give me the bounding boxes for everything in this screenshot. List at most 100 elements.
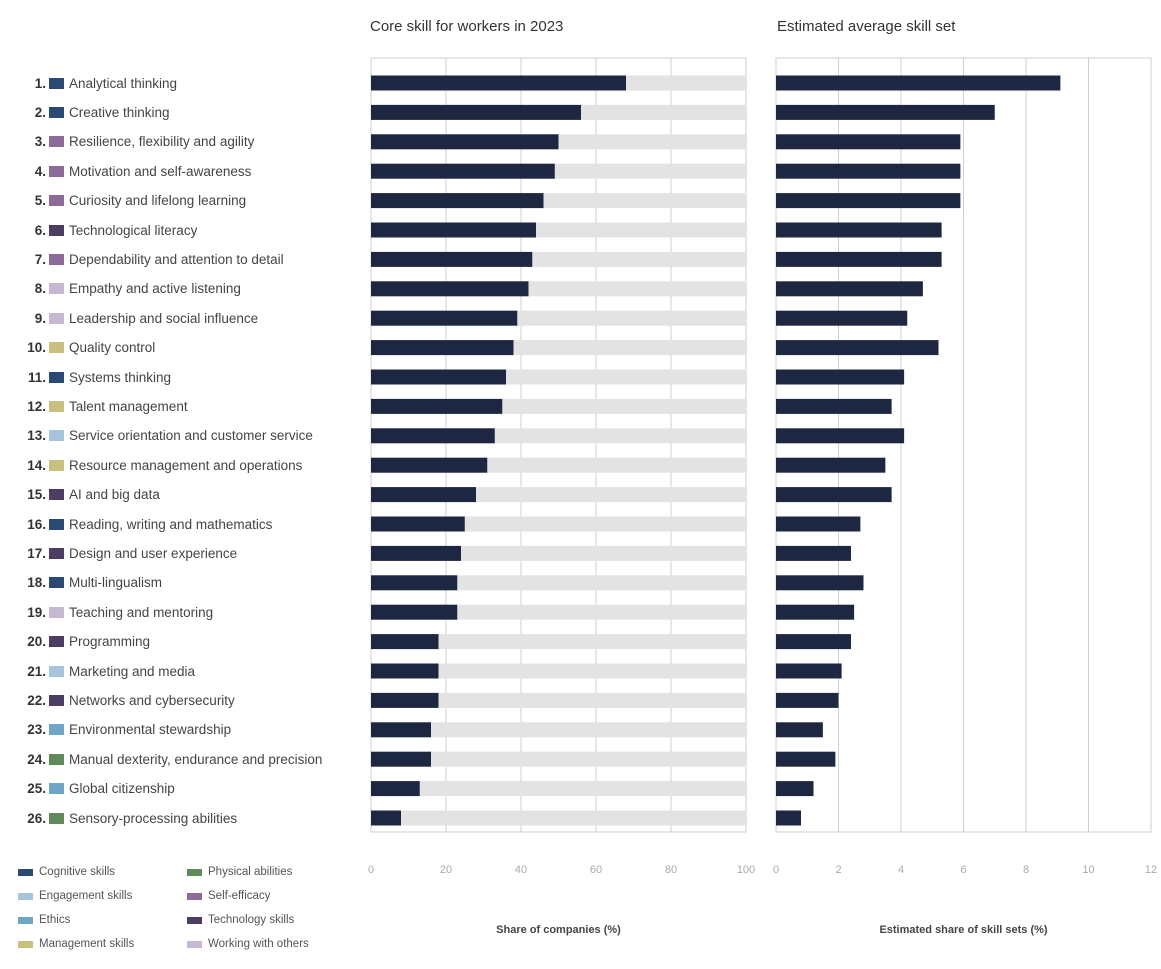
skill-label: 2. Creative thinking bbox=[20, 102, 170, 122]
skill-label: 24. Manual dexterity, endurance and preci… bbox=[20, 749, 322, 769]
skill-label: 17. Design and user experience bbox=[20, 543, 237, 563]
bar-background bbox=[371, 781, 746, 797]
skill-label: 26. Sensory-processing abilities bbox=[20, 808, 237, 828]
skill-name: Analytical thinking bbox=[69, 75, 178, 91]
skill-name: Programming bbox=[69, 634, 151, 650]
left-x-axis-title: Share of companies (%) bbox=[496, 924, 621, 936]
skill-name: Sensory-processing abilities bbox=[69, 810, 238, 826]
legend-item: Working with others bbox=[187, 938, 309, 950]
skill-rank: 4. bbox=[34, 163, 46, 179]
skill-rank: 16. bbox=[27, 516, 46, 532]
bar-core-skill bbox=[371, 428, 495, 444]
skill-name: Empathy and active listening bbox=[69, 281, 241, 297]
skill-category-swatch bbox=[49, 136, 64, 148]
skill-label: 12. Talent management bbox=[20, 396, 187, 416]
skill-category-swatch bbox=[49, 753, 64, 765]
bar-background bbox=[371, 751, 746, 767]
skill-category-swatch bbox=[49, 165, 64, 177]
bar-core-skill bbox=[371, 516, 465, 532]
bar-skill-share bbox=[776, 222, 942, 238]
bar-skill-share bbox=[776, 604, 855, 620]
bar-core-skill bbox=[371, 751, 431, 767]
skill-label: 25. Global citizenship bbox=[20, 779, 175, 799]
skill-category-swatch bbox=[49, 606, 64, 618]
skill-category-swatch bbox=[49, 106, 64, 118]
bar-skill-share bbox=[776, 575, 864, 591]
skill-label: 21. Marketing and media bbox=[20, 661, 195, 681]
x-tick-label: 12 bbox=[1145, 864, 1157, 876]
skill-label: 5. Curiosity and lifelong learning bbox=[20, 191, 246, 211]
x-tick-label: 0 bbox=[773, 864, 779, 876]
skill-rank: 1. bbox=[34, 75, 46, 91]
bar-core-skill bbox=[371, 663, 439, 679]
skill-label: 6. Technological literacy bbox=[20, 220, 198, 240]
bar-core-skill bbox=[371, 398, 503, 414]
skill-category-swatch bbox=[49, 665, 64, 677]
bar-background bbox=[371, 545, 746, 561]
legend-label: Engagement skills bbox=[39, 890, 133, 902]
skill-name: Resilience, flexibility and agility bbox=[69, 134, 255, 150]
legend-label: Management skills bbox=[39, 938, 135, 950]
skill-name: Multi-lingualism bbox=[69, 575, 163, 591]
bar-background bbox=[371, 663, 746, 679]
skill-name: Environmental stewardship bbox=[69, 722, 232, 738]
x-tick-label: 10 bbox=[1082, 864, 1094, 876]
skill-label: 18. Multi-lingualism bbox=[20, 573, 162, 593]
bar-core-skill bbox=[371, 340, 514, 356]
bar-core-skill bbox=[371, 810, 401, 826]
legend-item: Engagement skills bbox=[18, 890, 132, 902]
x-tick-label: 60 bbox=[590, 864, 602, 876]
skill-rank: 22. bbox=[27, 692, 46, 708]
bar-skill-share bbox=[776, 487, 892, 503]
bar-skill-share bbox=[776, 163, 961, 179]
skill-name: AI and big data bbox=[69, 487, 160, 503]
bar-core-skill bbox=[371, 281, 529, 297]
skill-rank: 26. bbox=[27, 810, 46, 826]
bar-core-skill bbox=[371, 575, 458, 591]
x-tick-label: 100 bbox=[737, 864, 755, 876]
skill-category-swatch bbox=[49, 577, 64, 589]
legend-swatch bbox=[187, 940, 202, 948]
bar-core-skill bbox=[371, 457, 488, 473]
skill-rank: 7. bbox=[34, 251, 46, 267]
x-tick-label: 80 bbox=[665, 864, 677, 876]
skill-label: 14. Resource management and operations bbox=[20, 455, 302, 475]
plot-frame bbox=[370, 57, 747, 833]
x-tick-label: 20 bbox=[440, 864, 452, 876]
bar-skill-share bbox=[776, 634, 851, 650]
skill-label: 22. Networks and cybersecurity bbox=[20, 690, 235, 710]
bar-core-skill bbox=[371, 104, 581, 120]
skill-category-swatch bbox=[49, 812, 64, 824]
bar-skill-share bbox=[776, 781, 814, 797]
bar-background bbox=[371, 634, 746, 650]
skill-label: 10. Quality control bbox=[20, 338, 155, 358]
left-chart-title: Core skill for workers in 2023 bbox=[370, 18, 564, 35]
skill-category-swatch bbox=[49, 77, 64, 89]
bar-background bbox=[371, 575, 746, 591]
skill-category-swatch bbox=[49, 253, 64, 265]
bar-skill-share bbox=[776, 545, 851, 561]
skill-rank: 15. bbox=[27, 487, 46, 503]
bar-core-skill bbox=[371, 251, 533, 267]
bar-skill-share bbox=[776, 134, 961, 150]
bar-skill-share bbox=[776, 428, 905, 444]
skill-name: Design and user experience bbox=[69, 545, 238, 561]
skill-category-swatch bbox=[49, 783, 64, 795]
legend-swatch bbox=[187, 916, 202, 924]
skill-rank: 24. bbox=[27, 751, 46, 767]
bar-skill-share bbox=[776, 104, 995, 120]
x-tick-label: 8 bbox=[1023, 864, 1029, 876]
skill-rank: 23. bbox=[27, 722, 46, 738]
bar-core-skill bbox=[371, 75, 626, 91]
skill-name: Reading, writing and mathematics bbox=[69, 516, 273, 532]
bar-skill-share bbox=[776, 516, 861, 532]
skill-category-swatch bbox=[49, 430, 64, 442]
bar-core-skill bbox=[371, 692, 439, 708]
skill-name: Manual dexterity, endurance and precisio… bbox=[69, 751, 323, 767]
skill-category-swatch bbox=[49, 724, 64, 736]
bar-core-skill bbox=[371, 222, 536, 238]
legend-swatch bbox=[18, 916, 33, 924]
skill-name: Global citizenship bbox=[69, 781, 175, 797]
skill-rank: 21. bbox=[27, 663, 46, 679]
skill-category-swatch bbox=[49, 489, 64, 501]
